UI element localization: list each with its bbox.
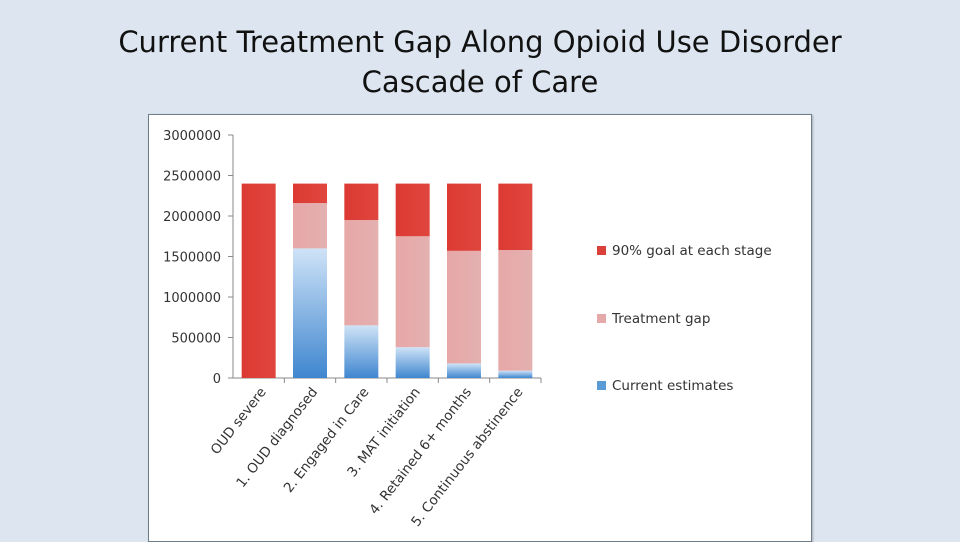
bar-segment <box>344 325 379 378</box>
bar-segment <box>395 347 430 378</box>
legend-item: 90% goal at each stage <box>597 243 772 259</box>
bar-segment <box>395 183 430 237</box>
bar-segment <box>498 183 533 251</box>
bar-segment <box>293 183 327 204</box>
legend-item: Treatment gap <box>597 311 710 327</box>
legend-label: Treatment gap <box>612 311 711 327</box>
y-tick-label: 3000000 <box>163 129 221 144</box>
y-tick-label: 2500000 <box>163 170 221 185</box>
legend-swatch <box>597 380 606 390</box>
bar-segment <box>447 363 481 378</box>
chart-frame: 0 500000 1000000 1500000 2000000 2500000 30000… <box>148 114 812 542</box>
slide-title: Current Treatment Gap Along Opioid Use D… <box>0 22 960 102</box>
y-tick-label: 2000000 <box>163 210 221 225</box>
legend-label: Current estimates <box>612 378 734 394</box>
legend-swatch <box>597 313 606 323</box>
x-tick-label: 4. Retained 6+ months <box>366 385 475 518</box>
slide-title-line-1: Current Treatment Gap Along Opioid Use D… <box>118 25 842 59</box>
bar-segment <box>241 183 276 378</box>
bar-segment <box>447 183 481 251</box>
y-tick-label: 0 <box>213 372 221 387</box>
stacked-bar-chart: 0 500000 1000000 1500000 2000000 2500000 30000… <box>163 129 542 530</box>
y-tick-label: 1500000 <box>163 251 221 266</box>
bar-segment <box>395 236 430 348</box>
bar-segment <box>498 250 533 371</box>
legend-item: Current estimates <box>597 378 733 394</box>
y-tick-label: 500000 <box>171 332 221 347</box>
bar-segment <box>498 370 533 378</box>
y-tick-label: 1000000 <box>163 291 221 306</box>
legend-label: 90% goal at each stage <box>612 243 772 259</box>
bar-segment <box>447 250 481 364</box>
bar-segment <box>293 203 327 249</box>
bar-segment <box>344 183 379 221</box>
legend-swatch <box>597 245 606 255</box>
bar-segment <box>293 248 327 378</box>
slide-title-line-2: Cascade of Care <box>361 65 599 99</box>
bar-segment <box>344 220 379 326</box>
